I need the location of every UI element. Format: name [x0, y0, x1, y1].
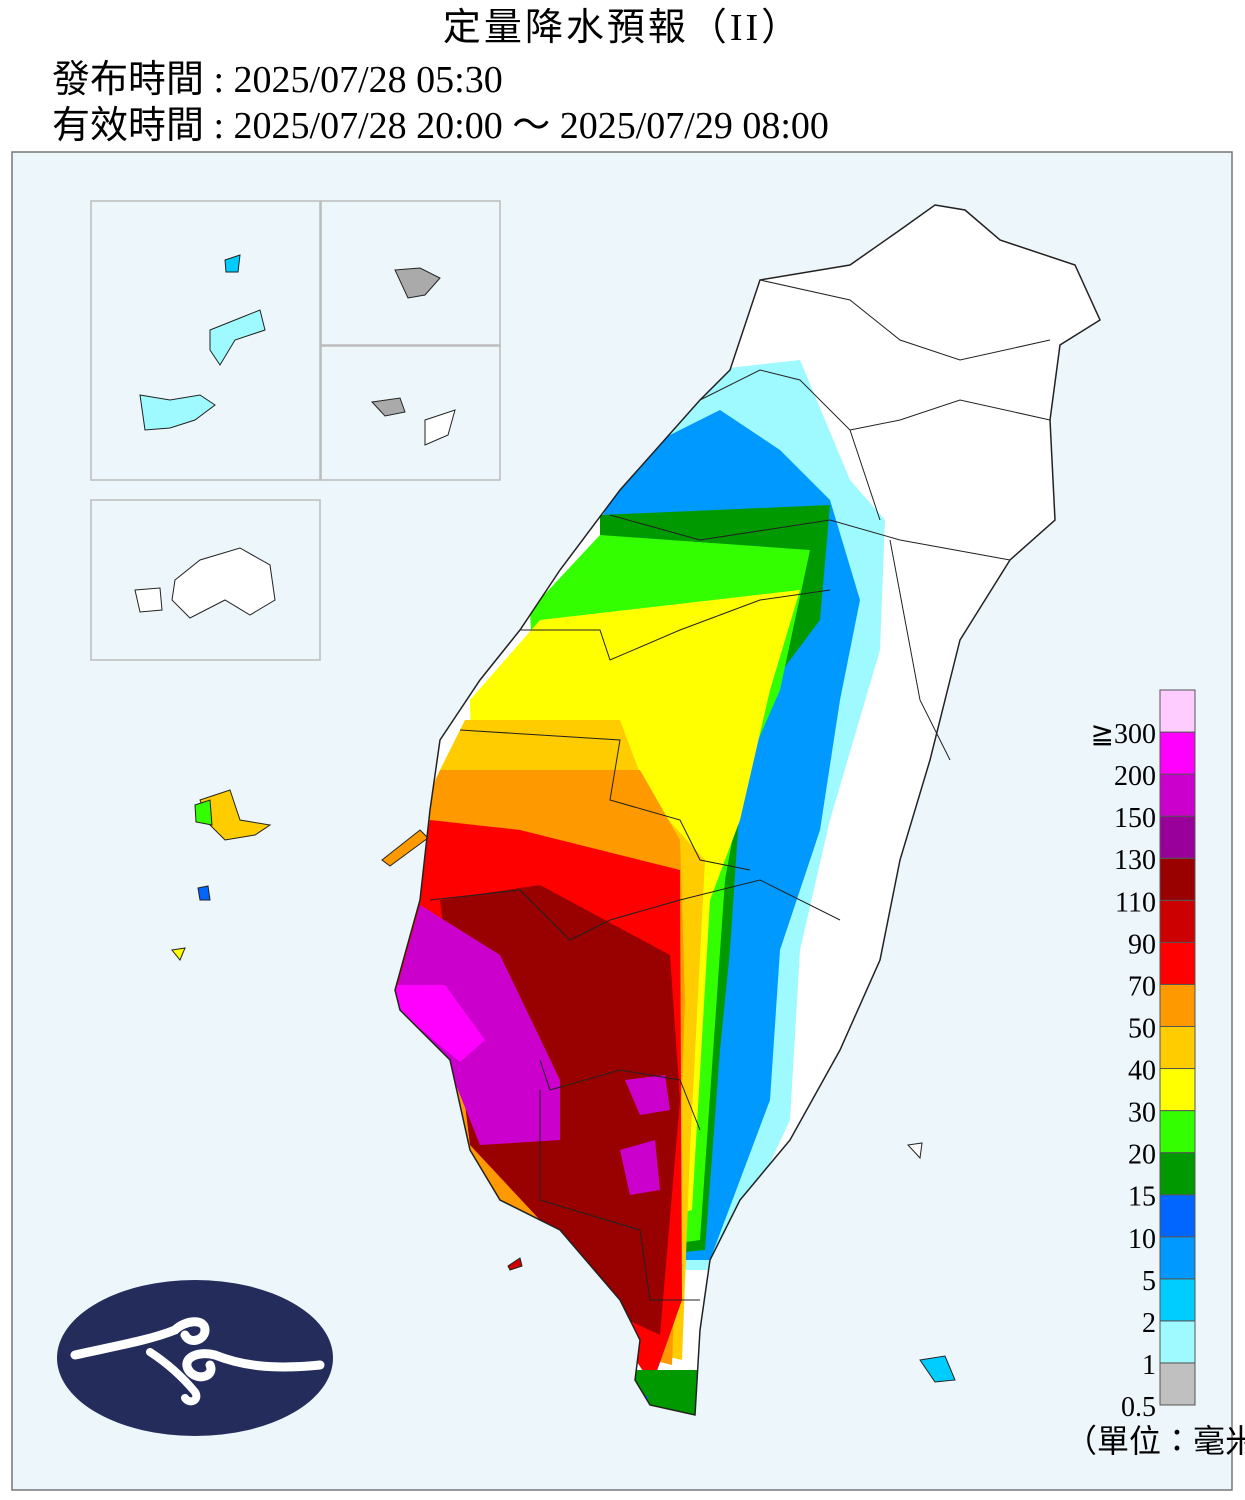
- legend-label: 90: [1128, 929, 1156, 960]
- legend-label: 0.5: [1121, 1392, 1156, 1423]
- legend-label: 200: [1114, 761, 1156, 792]
- coastline: [394, 204, 1101, 1416]
- unit-label: （單位：毫米）: [1065, 1423, 1245, 1459]
- legend-label: 110: [1115, 887, 1156, 918]
- legend-swatch: [1159, 773, 1196, 817]
- legend-swatch: [1159, 1362, 1196, 1406]
- legend-swatch: [1159, 1320, 1196, 1364]
- islands: [134, 254, 956, 1383]
- legend-label: 5: [1142, 1266, 1156, 1297]
- legend-label: 2: [1142, 1308, 1156, 1339]
- legend-swatch: [1159, 1068, 1196, 1112]
- legend-label: 15: [1128, 1182, 1156, 1213]
- legend-swatch: [1159, 1110, 1196, 1154]
- legend-swatch: [1159, 1152, 1196, 1196]
- legend-label: ≧300: [1091, 719, 1156, 750]
- issue-time: 發布時間 : 2025/07/28 05:30: [52, 59, 503, 101]
- legend-swatch: [1159, 899, 1196, 943]
- legend-swatch: [1159, 1278, 1196, 1322]
- legend-swatch: [1159, 1236, 1196, 1280]
- legend-label: 20: [1128, 1140, 1156, 1171]
- legend-swatch: [1159, 1194, 1196, 1238]
- legend-label: 1: [1142, 1350, 1156, 1381]
- legend-label: 40: [1128, 1056, 1156, 1087]
- agency-logo: [57, 1280, 333, 1436]
- legend: 0.5 1 2 5 10 15 20 30 40 50 70 90 110 130 150 200 ≧300: [1091, 689, 1196, 1423]
- valid-time: 有效時間 : 2025/07/28 20:00 ～ 2025/07/29 08:…: [52, 105, 829, 147]
- legend-swatch: [1159, 731, 1196, 775]
- legend-label: 70: [1128, 971, 1156, 1002]
- legend-label: 10: [1128, 1224, 1156, 1255]
- inset-boxes: [90, 200, 501, 661]
- legend-swatch: [1159, 815, 1196, 859]
- legend-swatch: [1159, 941, 1196, 985]
- title: 定量降水預報（II）: [442, 7, 803, 49]
- legend-label: 150: [1114, 803, 1156, 834]
- legend-label: 30: [1128, 1098, 1156, 1129]
- legend-swatch: [1159, 857, 1196, 901]
- legend-swatch: [1159, 1025, 1196, 1070]
- county-borders: [429, 279, 1051, 1301]
- legend-label: 50: [1128, 1013, 1156, 1044]
- legend-swatch: [1159, 983, 1196, 1027]
- legend-swatch: [1159, 689, 1196, 733]
- legend-label: 130: [1114, 845, 1156, 876]
